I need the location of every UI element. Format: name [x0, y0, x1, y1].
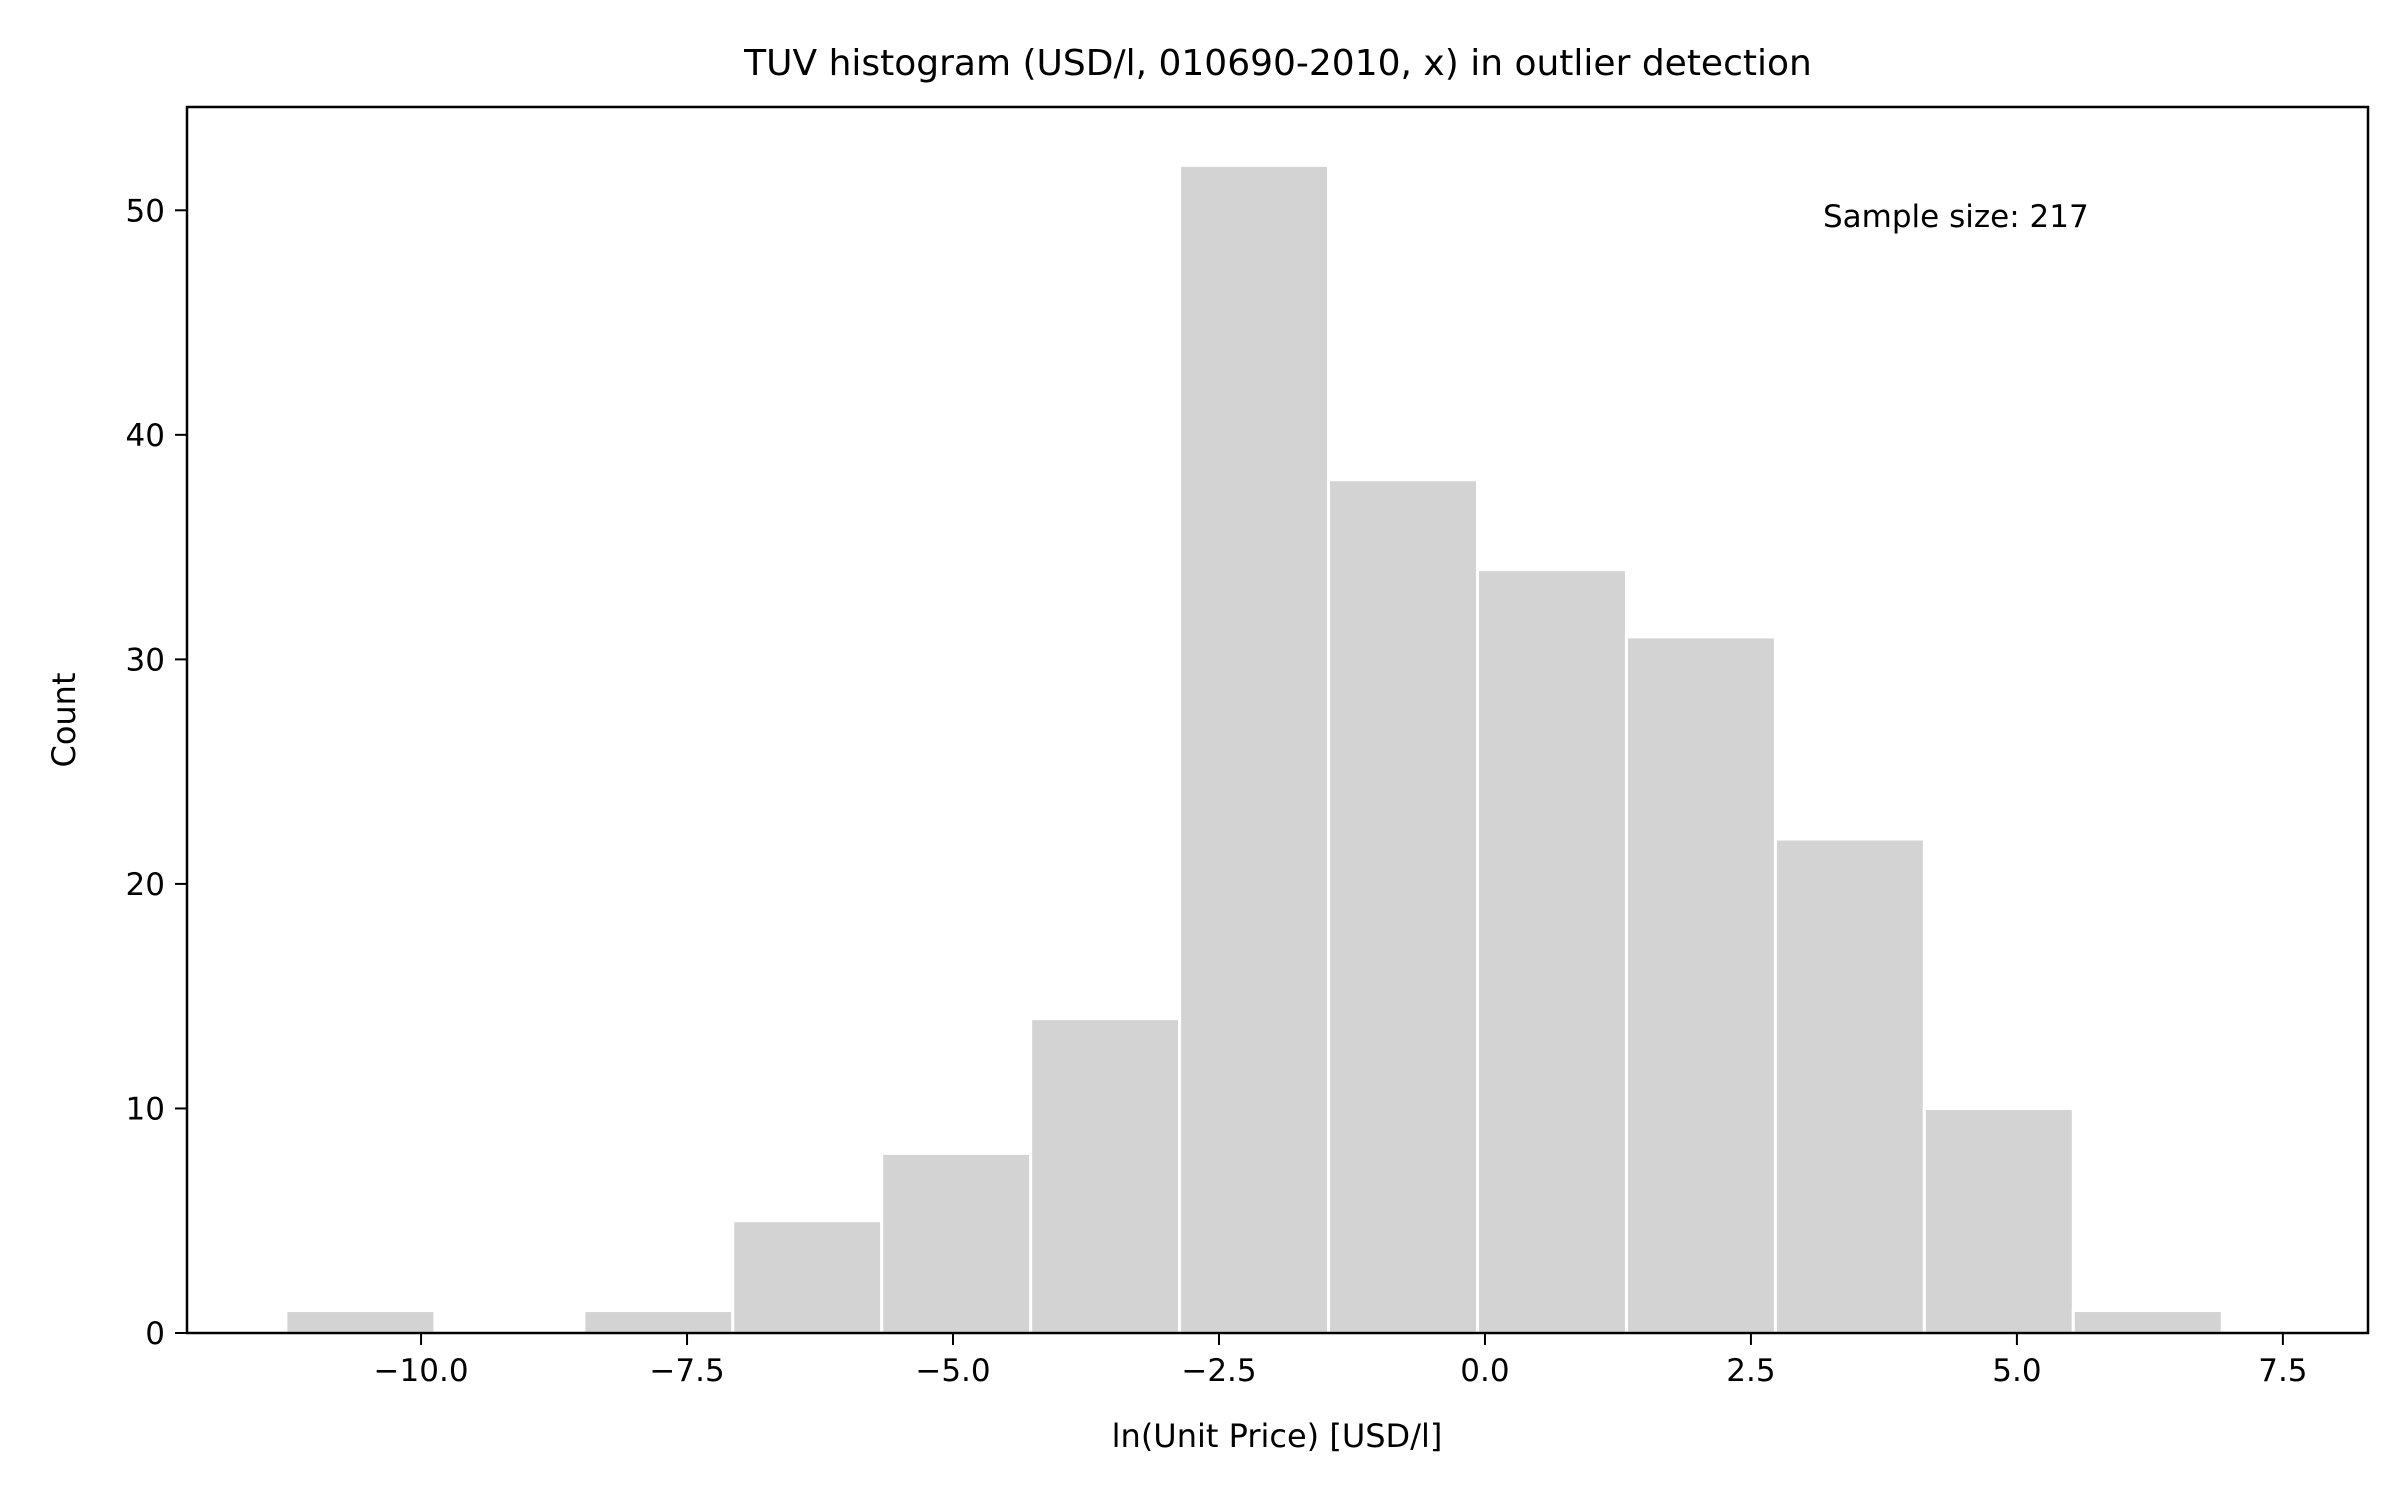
- x-axis-ticks: −10.0 −7.5 −5.0 −2.5 0.0 2.5 5.0 7.5: [374, 1333, 2308, 1389]
- histogram-bar: [1922, 1106, 2075, 1335]
- x-tick-label: −2.5: [1181, 1353, 1256, 1389]
- y-tick-label: 20: [126, 867, 165, 903]
- sample-size-annotation: Sample size: 217: [1823, 199, 2089, 235]
- plot-frame: [185, 105, 2370, 1335]
- x-tick-label: 0.0: [1460, 1353, 1509, 1389]
- x-tick-label: 2.5: [1726, 1353, 1775, 1389]
- y-axis-label: Count: [45, 672, 83, 767]
- histogram-bar: [582, 1309, 735, 1335]
- x-tick-label: −5.0: [915, 1353, 990, 1389]
- chart-title: TUV histogram (USD/l, 010690-2010, x) in…: [743, 43, 1812, 84]
- histogram-bar: [1178, 163, 1331, 1335]
- histogram-bar: [1476, 568, 1628, 1335]
- y-tick-label: 40: [126, 418, 165, 454]
- histogram-bar: [1773, 837, 1926, 1335]
- x-tick-label: −7.5: [649, 1353, 724, 1389]
- x-tick-label: −10.0: [374, 1353, 469, 1389]
- histogram-bar: [731, 1219, 884, 1335]
- histogram-bars: [284, 163, 2224, 1335]
- histogram-bar: [284, 1309, 437, 1335]
- y-axis-ticks: 0 10 20 30 40 50: [126, 193, 187, 1352]
- y-tick-label: 10: [126, 1091, 165, 1127]
- y-tick-label: 50: [126, 193, 165, 229]
- histogram-bar: [880, 1151, 1033, 1335]
- x-axis-label: ln(Unit Price) [USD/l]: [1112, 1417, 1443, 1455]
- histogram-bar: [1624, 635, 1777, 1335]
- x-tick-label: 5.0: [1992, 1353, 2041, 1389]
- x-tick-label: 7.5: [2258, 1353, 2307, 1389]
- y-tick-label: 0: [145, 1316, 165, 1352]
- histogram-bar: [1327, 478, 1480, 1335]
- histogram-bar: [2071, 1309, 2224, 1335]
- y-tick-label: 30: [126, 642, 165, 678]
- histogram-bar: [1029, 1017, 1182, 1335]
